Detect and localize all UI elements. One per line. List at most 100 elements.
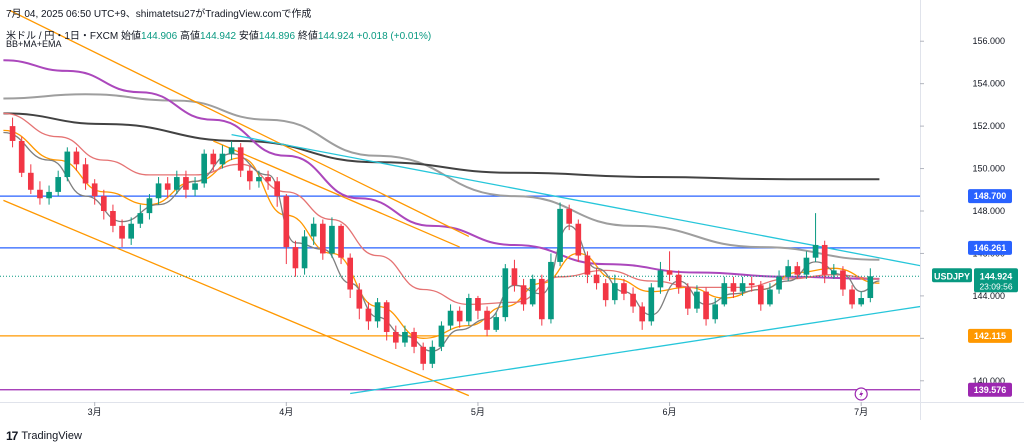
candle-body [767, 289, 773, 305]
candle-body [748, 283, 755, 286]
indicator-lines [0, 10, 920, 397]
candle-body [675, 274, 682, 288]
candle-body [575, 223, 582, 256]
candle-body [621, 283, 627, 294]
candle-body [429, 346, 436, 364]
open-value: 144.906 [141, 31, 178, 42]
candle-body [347, 257, 354, 290]
symbol-name[interactable]: 米ドル / 円・1日・FXCM [6, 31, 119, 42]
candle-body [155, 183, 162, 199]
candle-body [475, 298, 481, 311]
ema-line [3, 112, 880, 306]
level-price-tag [968, 189, 1012, 204]
level-price-tag [968, 382, 1012, 397]
y-tick-label: 150.000 [972, 164, 1005, 174]
candle-body [684, 287, 691, 309]
price-axis: 140.000142.000144.000146.000148.000150.0… [88, 36, 1018, 417]
candle-body [365, 308, 372, 322]
x-tick-label: 6月 [663, 407, 677, 417]
candle-body [9, 126, 16, 141]
candle-body [447, 310, 454, 326]
candle-body [821, 244, 828, 275]
candle-body [301, 236, 308, 269]
y-tick-label: 152.000 [972, 121, 1005, 131]
low-value: 144.896 [258, 31, 296, 42]
high-value: 144.942 [199, 31, 237, 42]
candle-body [812, 244, 819, 258]
candle-body [648, 287, 655, 322]
timestamp-line: 7月 04, 2025 06:50 UTC+9、shimatetsu27がTra… [6, 9, 312, 20]
sma-line [3, 112, 880, 181]
candle-body [785, 266, 792, 277]
level-price-label: 146.261 [974, 243, 1007, 253]
candle-body [91, 183, 98, 197]
candle-body [484, 310, 490, 330]
trendlines [3, 10, 920, 397]
candle-body [456, 310, 463, 322]
y-tick-label: 156.000 [972, 36, 1005, 46]
candle-body [602, 283, 609, 301]
candle-body [146, 198, 153, 214]
change-value: +0.018 (+0.01%) [356, 31, 432, 42]
candle-body [739, 283, 746, 292]
candle-body [329, 225, 335, 254]
trendline [213, 140, 460, 248]
candle-body [666, 270, 673, 275]
candle-body [18, 140, 25, 173]
trendline [3, 199, 470, 397]
candle-body [830, 270, 837, 275]
current-price-label: 144.924 [980, 271, 1013, 281]
sma-line [3, 59, 880, 280]
ema-line [3, 131, 880, 352]
candle-body [237, 147, 244, 171]
candle-body [858, 298, 865, 305]
candle-body [566, 208, 573, 224]
candle-body [849, 289, 855, 305]
candle-body [757, 285, 764, 305]
candle-body [511, 268, 518, 286]
tradingview-logo-icon: 17 [6, 429, 18, 443]
candle-body [420, 346, 427, 364]
sma-line [3, 93, 880, 261]
y-tick-label: 140.000 [972, 376, 1005, 386]
candle-body [46, 191, 52, 199]
candle-body [110, 211, 116, 226]
candle-body [27, 172, 34, 190]
candle-body [319, 223, 326, 254]
candle-body [137, 213, 144, 224]
candle-body [246, 170, 253, 182]
candle-body [283, 196, 290, 248]
candle-body [867, 276, 874, 299]
close-label: 終値 [297, 31, 318, 42]
level-price-tag [968, 240, 1012, 255]
y-tick-label: 144.000 [972, 291, 1005, 301]
candle-body [730, 283, 737, 292]
candle-body [338, 225, 344, 258]
candle-body [210, 153, 217, 165]
candle-body [292, 247, 299, 269]
grid [0, 0, 1024, 420]
candle-body [310, 223, 317, 237]
candle-body [694, 291, 700, 309]
candle-body [520, 285, 527, 305]
candle-body [803, 257, 810, 275]
candle-body [630, 293, 636, 307]
symbol-tag-label: USDJPY [934, 271, 970, 281]
brand-name: TradingView [21, 430, 82, 442]
candle-body [73, 151, 80, 165]
candle-body [639, 306, 646, 322]
candle-body [548, 261, 554, 320]
level-price-tag [968, 328, 1012, 343]
candle-body [794, 266, 801, 275]
candle-body [356, 289, 363, 309]
candle-body [712, 304, 719, 320]
candle-body [265, 177, 271, 182]
candle-body [584, 255, 591, 275]
candle-body [64, 151, 71, 178]
level-price-label: 142.115 [974, 331, 1006, 341]
candle-body [37, 189, 43, 199]
indicator-legend[interactable]: BB+MA+EMA [6, 39, 62, 49]
candle-body [392, 331, 399, 343]
candle-body [411, 331, 417, 347]
